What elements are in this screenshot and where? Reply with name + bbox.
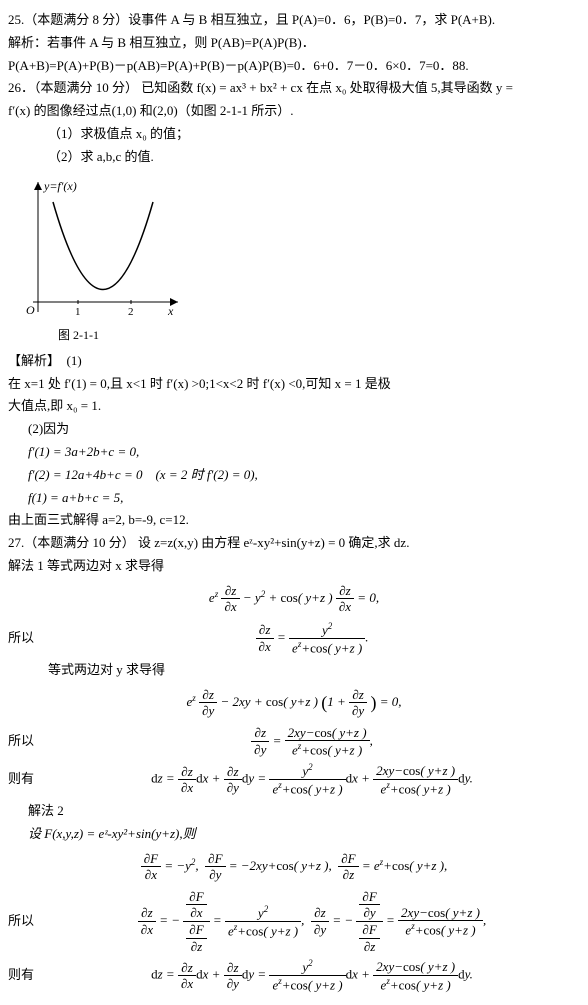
q27-method2-set: 设 F(x,y,z) = eᶻ-xy²+sin(y+z),则 — [8, 824, 580, 845]
q26-part2: （2）求 a,b,c 的值. — [8, 147, 580, 168]
q27-m2-eq: ∂z∂x = − ∂F∂x ∂F∂z = y2ez+cos( y+z ), ∂z… — [44, 889, 580, 954]
q27-method2-head: 解法 2 — [8, 801, 580, 822]
label-so: 所以 — [8, 911, 44, 932]
graph-xlabel: x — [167, 304, 174, 318]
q26-stem2: f′(x) 的图像经过点(1,0) 和(2,0)（如图 2-1-1 所示）. — [8, 101, 580, 122]
figure-caption: 图 2-1-1 — [8, 326, 580, 345]
q27-stem: 27.（本题满分 10 分） 设 z=z(x,y) 由方程 eᶻ-xy²+sin… — [8, 533, 580, 554]
q27-m1-eq2: ∂z∂x = y2ez+cos( y+z ). — [44, 621, 580, 656]
graph-tick-1: 1 — [75, 306, 81, 318]
figure-2-1-1: y=f′(x) O 1 2 x — [18, 172, 188, 322]
q25-calc: P(A+B)=P(A)+P(B)－p(AB)=P(A)+P(B)－p(A)P(B… — [8, 56, 580, 77]
q27-m1-so2: 所以 ∂z∂y = 2xy−cos( y+z )ez+cos( y+z ), — [8, 725, 580, 759]
q27-m2-dz: dz = ∂z∂xdx + ∂z∂ydy = y2ez+cos( y+z )dx… — [44, 958, 580, 993]
q27-m1-dz: dz = ∂z∂xdx + ∂z∂ydy = y2ez+cos( y+z )dx… — [44, 762, 580, 797]
q27-m2-so: 所以 ∂z∂x = − ∂F∂x ∂F∂z = y2ez+cos( y+z ),… — [8, 889, 580, 954]
q26-solution-head: 【解析】 (1) — [8, 351, 580, 372]
label-so: 所以 — [8, 628, 44, 649]
q25-stem: 25.（本题满分 8 分）设事件 A 与 B 相互独立，且 P(A)=0．6，P… — [8, 10, 580, 31]
q27-m1-then: 则有 dz = ∂z∂xdx + ∂z∂ydy = y2ez+cos( y+z … — [8, 762, 580, 797]
graph-ylabel: y=f′(x) — [43, 179, 77, 193]
q27-m1-eq1: ez ∂z∂x − y2 + cos( y+z ) ∂z∂x = 0, — [8, 583, 580, 615]
q27-m2-then: 则有 dz = ∂z∂xdx + ∂z∂ydy = y2ez+cos( y+z … — [8, 958, 580, 993]
q27-step-y: 等式两边对 y 求导得 — [8, 660, 580, 681]
q27-m2-partials: ∂F∂x = −y2, ∂F∂y = −2xy+cos( y+z ), ∂F∂z… — [8, 851, 580, 883]
q26-conclusion: 由上面三式解得 a=2, b=-9, c=12. — [8, 510, 580, 531]
label-so: 所以 — [8, 731, 44, 752]
q26-sol1a: 在 x=1 处 f′(1) = 0,且 x<1 时 f′(x) >0;1<x<2… — [8, 374, 580, 395]
q25-analysis: 解析：若事件 A 与 B 相互独立，则 P(AB)=P(A)P(B)． — [8, 33, 580, 54]
q27-m1-so1: 所以 ∂z∂x = y2ez+cos( y+z ). — [8, 621, 580, 656]
q27-method1: 解法 1 等式两边对 x 求导得 — [8, 556, 580, 577]
graph-tick-2: 2 — [128, 306, 134, 318]
q26-stem1: 26．（本题满分 10 分） 已知函数 f(x) = ax³ + bx² + c… — [8, 78, 580, 99]
q26-sol2-head: (2)因为 — [8, 419, 580, 440]
q27-m1-eq4: ∂z∂y = 2xy−cos( y+z )ez+cos( y+z ), — [44, 725, 580, 759]
q26-sol1b: 大值点,即 x₀ = 1. — [8, 396, 580, 417]
q27-m1-eq3: ez ∂z∂y − 2xy + cos( y+z ) (1 + ∂z∂y ) =… — [8, 687, 580, 719]
graph-origin: O — [26, 303, 35, 317]
q26-eq2: f′(2) = 12a+4b+c = 0 (x = 2 时 f′(2) = 0)… — [8, 465, 580, 486]
q26-part1: （1）求极值点 x₀ 的值； — [8, 124, 580, 145]
label-then: 则有 — [8, 965, 44, 986]
label-then: 则有 — [8, 769, 44, 790]
q26-eq3: f(1) = a+b+c = 5, — [8, 488, 580, 509]
q26-eq1: f′(1) = 3a+2b+c = 0, — [8, 442, 580, 463]
